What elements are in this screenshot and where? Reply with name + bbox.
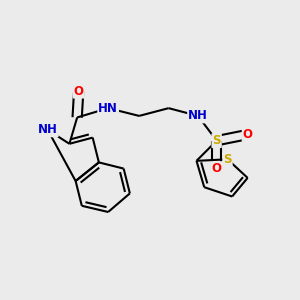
Text: S: S xyxy=(223,153,232,166)
Text: O: O xyxy=(212,162,222,175)
Text: O: O xyxy=(74,85,84,98)
Text: O: O xyxy=(243,128,253,141)
Text: S: S xyxy=(212,134,221,147)
Text: NH: NH xyxy=(188,110,208,122)
Text: NH: NH xyxy=(38,123,58,136)
Text: HN: HN xyxy=(98,102,118,115)
